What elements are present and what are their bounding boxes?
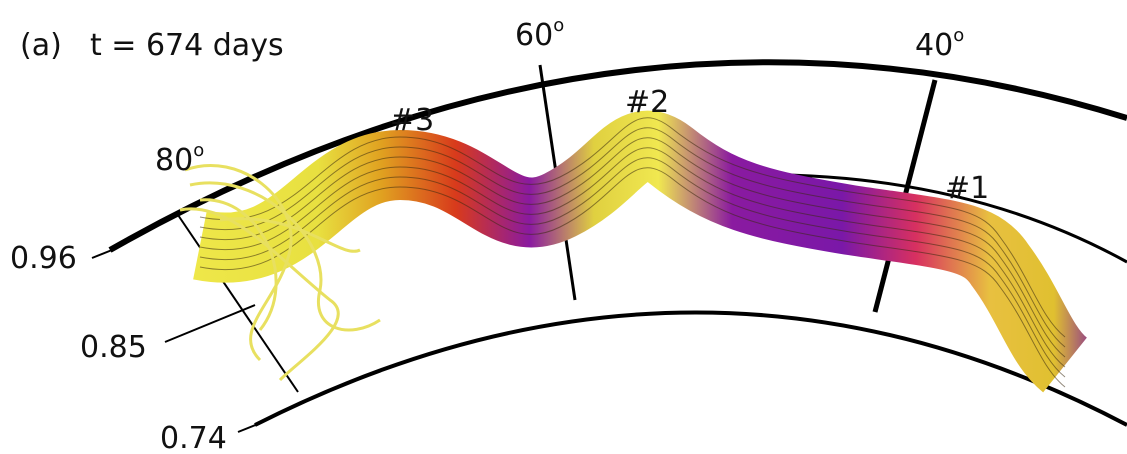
latitude-value: 40 bbox=[915, 28, 953, 63]
inner-shell bbox=[255, 313, 1127, 426]
degree: o bbox=[953, 25, 964, 46]
radius-label: 0.85 bbox=[80, 330, 147, 365]
leader bbox=[238, 424, 258, 432]
latitude-label: 60o bbox=[515, 15, 564, 53]
tube-label: #2 bbox=[625, 85, 669, 120]
leader bbox=[92, 250, 112, 258]
tube-label: #1 bbox=[945, 171, 989, 206]
panel-label: (a) bbox=[20, 28, 62, 63]
radius-label: 0.74 bbox=[160, 421, 227, 454]
latitude-value: 80 bbox=[155, 143, 193, 178]
leader bbox=[165, 305, 255, 342]
latitude-label: 40o bbox=[915, 25, 964, 63]
tube-label: #3 bbox=[390, 103, 434, 138]
latitude-value: 60 bbox=[515, 18, 553, 53]
figure: (a) t = 674 days 80o 60o 40o 0.96 0.85 0… bbox=[0, 0, 1127, 454]
degree: o bbox=[193, 140, 204, 161]
time-label: t = 674 days bbox=[90, 28, 284, 63]
radius-label: 0.96 bbox=[10, 241, 77, 276]
degree: o bbox=[553, 15, 564, 36]
latitude-label: 80o bbox=[155, 140, 204, 178]
